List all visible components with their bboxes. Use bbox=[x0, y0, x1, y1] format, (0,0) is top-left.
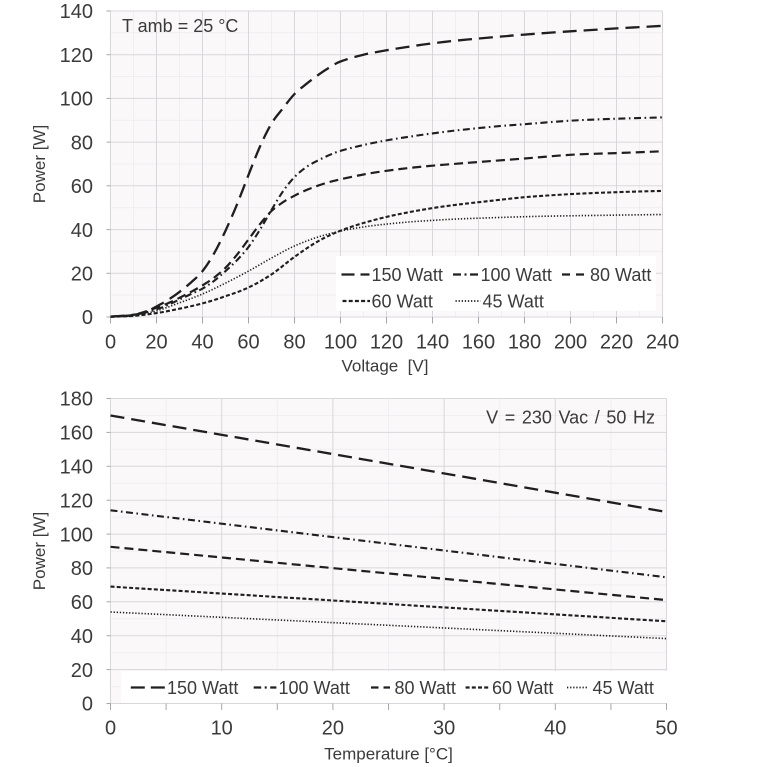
svg-text:100: 100 bbox=[324, 331, 357, 353]
svg-text:150 Watt: 150 Watt bbox=[167, 678, 238, 698]
svg-text:100 Watt: 100 Watt bbox=[279, 678, 350, 698]
svg-text:10: 10 bbox=[211, 717, 233, 739]
svg-text:20: 20 bbox=[71, 660, 93, 682]
svg-text:Power [W]: Power [W] bbox=[30, 512, 49, 590]
svg-text:40: 40 bbox=[191, 331, 213, 353]
svg-text:50: 50 bbox=[655, 717, 677, 739]
svg-text:40: 40 bbox=[71, 626, 93, 648]
svg-text:120: 120 bbox=[60, 490, 93, 512]
svg-text:0: 0 bbox=[82, 694, 93, 716]
svg-text:0: 0 bbox=[105, 331, 116, 353]
svg-text:140: 140 bbox=[60, 1, 93, 23]
svg-text:80: 80 bbox=[71, 558, 93, 580]
svg-text:60: 60 bbox=[71, 592, 93, 614]
svg-text:60 Watt: 60 Watt bbox=[492, 678, 553, 698]
svg-text:200: 200 bbox=[554, 331, 587, 353]
svg-text:80: 80 bbox=[283, 331, 305, 353]
svg-text:80: 80 bbox=[71, 132, 93, 154]
svg-text:120: 120 bbox=[60, 45, 93, 67]
svg-text:140: 140 bbox=[416, 331, 449, 353]
svg-text:240: 240 bbox=[646, 331, 679, 353]
svg-text:120: 120 bbox=[370, 331, 403, 353]
svg-text:160: 160 bbox=[462, 331, 495, 353]
svg-text:60: 60 bbox=[237, 331, 259, 353]
svg-text:Temperature [°C]: Temperature [°C] bbox=[324, 744, 453, 763]
svg-text:180: 180 bbox=[60, 389, 93, 411]
svg-text:Voltage [V]: Voltage [V] bbox=[342, 357, 429, 376]
svg-text:20: 20 bbox=[71, 264, 93, 286]
svg-text:180: 180 bbox=[508, 331, 541, 353]
svg-text:T amb = 25 °C: T amb = 25 °C bbox=[122, 16, 238, 36]
svg-text:100 Watt: 100 Watt bbox=[481, 265, 552, 285]
svg-text:V = 230 Vac / 50 Hz: V = 230 Vac / 50 Hz bbox=[486, 408, 655, 428]
svg-text:30: 30 bbox=[433, 717, 455, 739]
svg-text:100: 100 bbox=[60, 524, 93, 546]
svg-text:0: 0 bbox=[82, 307, 93, 329]
svg-text:40: 40 bbox=[544, 717, 566, 739]
svg-text:0: 0 bbox=[105, 717, 116, 739]
svg-text:80 Watt: 80 Watt bbox=[395, 678, 456, 698]
svg-text:150 Watt: 150 Watt bbox=[372, 265, 443, 285]
svg-text:80 Watt: 80 Watt bbox=[590, 265, 651, 285]
svg-text:60 Watt: 60 Watt bbox=[372, 292, 433, 312]
svg-text:60: 60 bbox=[71, 176, 93, 198]
svg-text:160: 160 bbox=[60, 423, 93, 445]
svg-text:45 Watt: 45 Watt bbox=[483, 292, 544, 312]
svg-text:45 Watt: 45 Watt bbox=[593, 678, 654, 698]
svg-text:140: 140 bbox=[60, 457, 93, 479]
svg-text:40: 40 bbox=[71, 220, 93, 242]
svg-text:20: 20 bbox=[145, 331, 167, 353]
svg-text:Power [W]: Power [W] bbox=[30, 125, 49, 203]
svg-text:100: 100 bbox=[60, 89, 93, 111]
svg-text:20: 20 bbox=[322, 717, 344, 739]
svg-text:220: 220 bbox=[600, 331, 633, 353]
